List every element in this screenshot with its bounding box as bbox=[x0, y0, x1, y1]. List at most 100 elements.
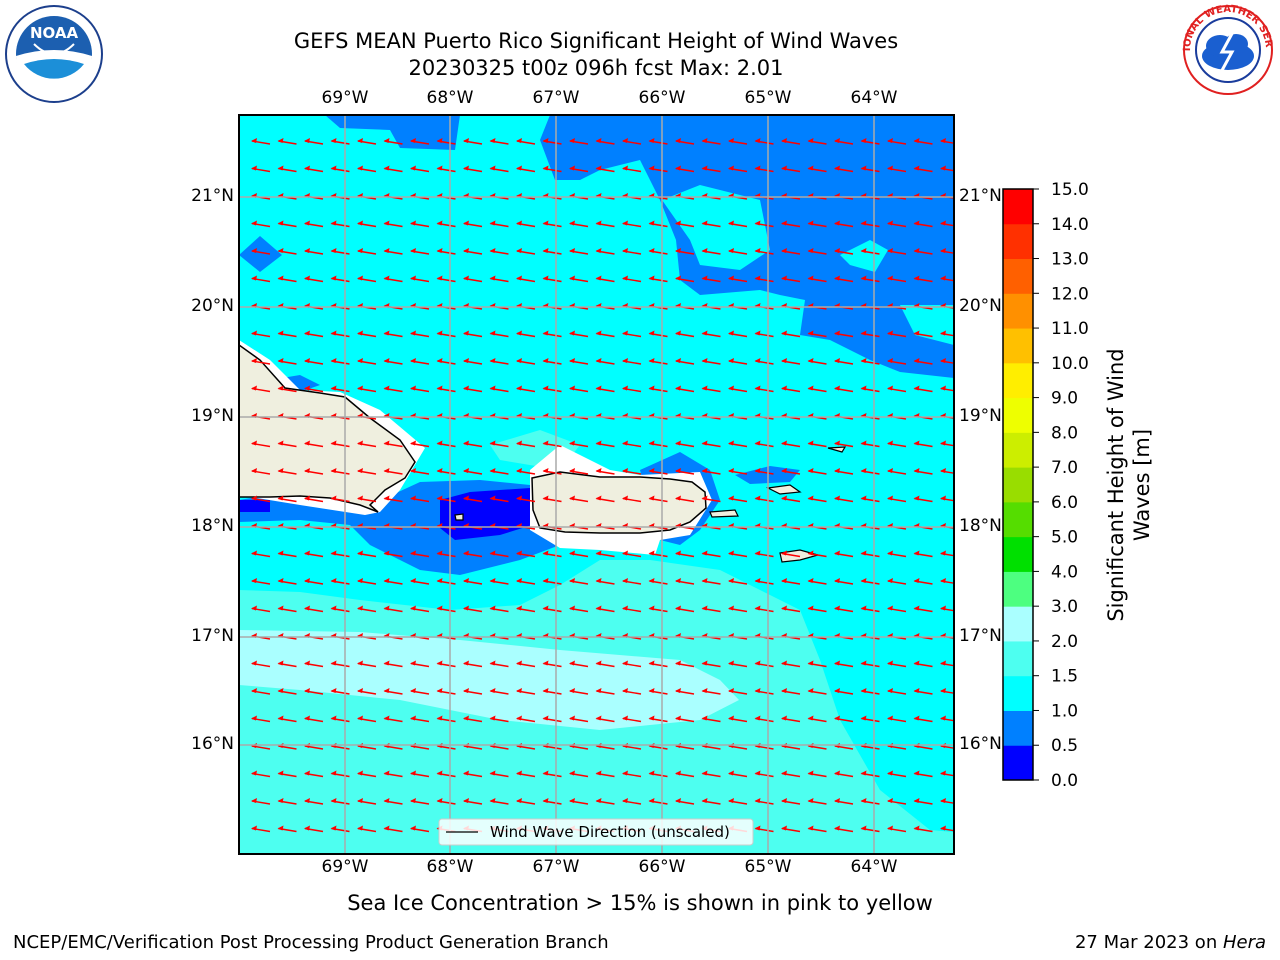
contour-1-1.5-ne-pocket bbox=[662, 185, 770, 270]
wave-direction-arrow bbox=[595, 550, 615, 558]
wave-direction-arrow bbox=[595, 330, 615, 338]
lat-label-right: 21°N bbox=[959, 186, 1002, 206]
wave-direction-arrow bbox=[489, 440, 509, 448]
wave-direction-arrow bbox=[622, 468, 642, 475]
wave-direction-arrow bbox=[304, 138, 324, 145]
wave-direction-arrow bbox=[781, 688, 801, 695]
land-mona bbox=[454, 513, 464, 521]
wave-direction-arrow bbox=[542, 358, 562, 365]
wave-direction-arrow bbox=[648, 330, 668, 338]
wave-direction-arrow bbox=[357, 578, 377, 585]
wave-direction-arrow bbox=[675, 330, 695, 338]
colorbar-segment bbox=[1003, 640, 1033, 677]
wave-direction-arrow bbox=[595, 275, 615, 283]
colorbar-tick-label: 6.0 bbox=[1051, 493, 1078, 513]
wave-direction-arrow bbox=[648, 798, 668, 805]
wave-direction-arrow bbox=[754, 468, 774, 475]
lat-label-left: 18°N bbox=[191, 516, 234, 536]
contour-2-3 bbox=[239, 630, 739, 730]
wave-direction-arrow bbox=[807, 440, 827, 448]
wave-direction-arrow bbox=[834, 688, 854, 695]
wave-direction-arrow bbox=[516, 770, 536, 778]
nws-logo: NATIONAL WEATHER SERVICE bbox=[1172, 0, 1280, 104]
wave-direction-arrow bbox=[781, 550, 801, 558]
wave-direction-arrow bbox=[410, 275, 430, 283]
land-vieques bbox=[709, 509, 739, 518]
wave-direction-arrow bbox=[913, 330, 933, 338]
wave-direction-arrow bbox=[463, 688, 483, 695]
wave-direction-arrow bbox=[277, 770, 297, 778]
wave-direction-arrow bbox=[781, 468, 801, 475]
wave-direction-arrow bbox=[277, 220, 297, 228]
wave-direction-arrow bbox=[569, 798, 589, 805]
wave-direction-arrow bbox=[648, 495, 668, 503]
wave-direction-arrow bbox=[410, 248, 430, 255]
wave-direction-arrow bbox=[807, 770, 827, 778]
wave-direction-arrow bbox=[701, 440, 721, 448]
wave-direction-arrow bbox=[754, 605, 774, 613]
wave-direction-arrow bbox=[887, 440, 907, 448]
map-legend: Wind Wave Direction (unscaled) bbox=[438, 818, 754, 846]
wave-direction-arrow bbox=[860, 825, 880, 833]
wave-direction-arrow bbox=[887, 330, 907, 338]
wave-direction-arrow bbox=[807, 468, 827, 475]
wave-direction-arrow bbox=[489, 578, 509, 585]
colorbar-segment bbox=[1003, 467, 1033, 503]
wave-direction-arrow bbox=[569, 660, 589, 668]
colorbar-tick-label: 15.0 bbox=[1051, 180, 1089, 200]
wave-direction-arrow bbox=[436, 358, 456, 365]
wave-direction-arrow bbox=[648, 165, 668, 173]
wave-direction-arrow bbox=[860, 660, 880, 668]
wave-direction-arrow bbox=[834, 330, 854, 338]
wave-direction-arrow bbox=[357, 220, 377, 228]
wave-direction-arrow bbox=[516, 578, 536, 585]
wave-direction-arrow bbox=[622, 688, 642, 695]
wave-direction-arrow bbox=[648, 248, 668, 255]
lon-label-top: 68°W bbox=[426, 88, 474, 108]
contour-1-1.5-ne-pocket2 bbox=[840, 240, 888, 272]
map-frame bbox=[238, 114, 955, 855]
contour-0.5-1-nw bbox=[325, 115, 460, 150]
lon-label-bottom: 64°W bbox=[850, 857, 898, 877]
wave-direction-arrow bbox=[834, 165, 854, 173]
wave-direction-arrow bbox=[569, 275, 589, 283]
wave-direction-arrow bbox=[516, 495, 536, 503]
colorbar-tick-label: 0.5 bbox=[1051, 736, 1078, 756]
wave-direction-arrow bbox=[754, 770, 774, 778]
wave-direction-arrow bbox=[330, 275, 350, 283]
colorbar-segment bbox=[1003, 189, 1033, 225]
wave-direction-arrow bbox=[304, 715, 324, 723]
wave-direction-arrow bbox=[489, 798, 509, 805]
wave-direction-arrow bbox=[860, 330, 880, 338]
colorbar-frame bbox=[1002, 188, 1034, 781]
wave-direction-arrow bbox=[489, 770, 509, 778]
wave-direction-arrow bbox=[728, 248, 748, 255]
wave-direction-arrow bbox=[251, 770, 271, 778]
wave-direction-arrow bbox=[383, 798, 403, 805]
wave-direction-arrow bbox=[304, 770, 324, 778]
wave-direction-arrow bbox=[304, 358, 324, 365]
wave-direction-arrow bbox=[701, 770, 721, 778]
wave-direction-arrow bbox=[834, 495, 854, 503]
wave-direction-arrow bbox=[648, 440, 668, 448]
wave-direction-arrow bbox=[383, 165, 403, 173]
wave-direction-arrow bbox=[648, 578, 668, 585]
wave-direction-arrow bbox=[675, 660, 695, 668]
wave-direction-arrow bbox=[834, 825, 854, 833]
wave-direction-arrow bbox=[277, 605, 297, 613]
wave-direction-arrow bbox=[781, 248, 801, 255]
wave-direction-arrow bbox=[675, 275, 695, 283]
wave-direction-arrow bbox=[516, 715, 536, 723]
colorbar-segment bbox=[1003, 328, 1033, 364]
wave-direction-arrow bbox=[542, 578, 562, 585]
colorbar-tick-label: 2.0 bbox=[1051, 632, 1078, 652]
wave-direction-arrow bbox=[728, 138, 748, 145]
wave-direction-arrow bbox=[542, 468, 562, 475]
wave-direction-arrow bbox=[489, 165, 509, 173]
wave-direction-arrow bbox=[807, 605, 827, 613]
wave-direction-arrow bbox=[277, 660, 297, 668]
wave-direction-arrow bbox=[542, 688, 562, 695]
wave-direction-arrow bbox=[675, 605, 695, 613]
wave-direction-arrow bbox=[463, 385, 483, 393]
wave-direction-arrow bbox=[251, 825, 271, 833]
